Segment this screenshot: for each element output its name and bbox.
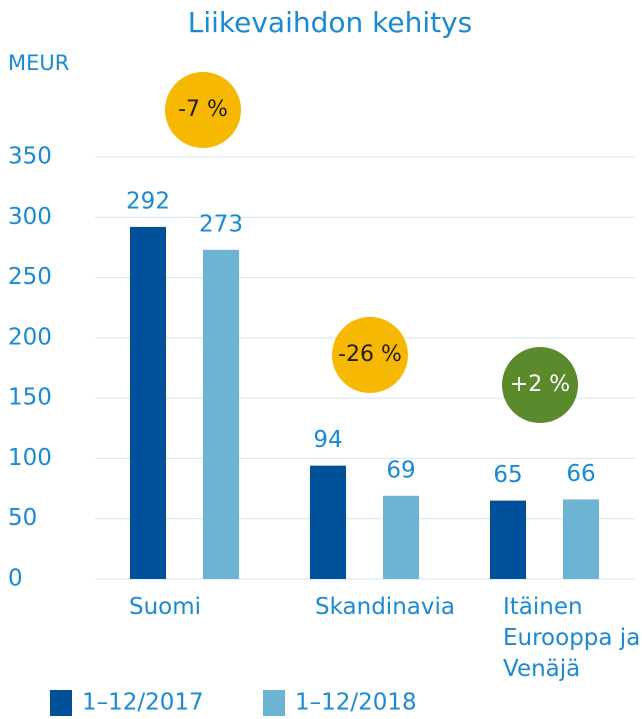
data-label: 94 (313, 427, 342, 453)
annotation-text: +2 % (510, 372, 570, 397)
bar (130, 226, 166, 579)
bar (383, 495, 419, 579)
data-label: 66 (566, 461, 595, 487)
y-tick-label: 100 (8, 445, 52, 471)
data-label: 69 (386, 457, 415, 483)
chart-title: Liikevaihdon kehitys (188, 6, 473, 39)
x-tick-label: Suomi (128, 594, 202, 620)
annotation-bubble (332, 317, 408, 393)
data-label: 292 (126, 188, 170, 214)
data-label: 273 (199, 211, 243, 237)
annotation-bubble (165, 72, 241, 148)
y-axis-label: MEUR (8, 51, 69, 75)
y-tick-label: 300 (8, 204, 52, 230)
legend-swatch (263, 690, 285, 716)
bar (490, 500, 526, 579)
y-tick-label: 200 (8, 324, 52, 350)
x-tick-label: Itäinen Eurooppa ja Venäjä (503, 594, 641, 682)
legend-label: 1–12/2018 (295, 690, 417, 716)
y-tick-label: 350 (8, 144, 52, 170)
bar (563, 499, 599, 579)
y-tick-label: 50 (8, 505, 37, 531)
y-tick-label: 150 (8, 385, 52, 411)
legend-label: 1–12/2017 (82, 690, 204, 716)
annotation-text: -7 % (178, 97, 228, 122)
legend-swatch (50, 690, 72, 716)
y-tick-label: 250 (8, 264, 52, 290)
annotation-text: -26 % (338, 342, 402, 367)
y-tick-label: 0 (8, 566, 23, 592)
x-tick-label: Skandinavia (315, 594, 455, 620)
annotation-bubble (502, 347, 578, 423)
bar (203, 249, 239, 579)
data-label: 65 (493, 462, 522, 488)
bar (310, 465, 346, 579)
